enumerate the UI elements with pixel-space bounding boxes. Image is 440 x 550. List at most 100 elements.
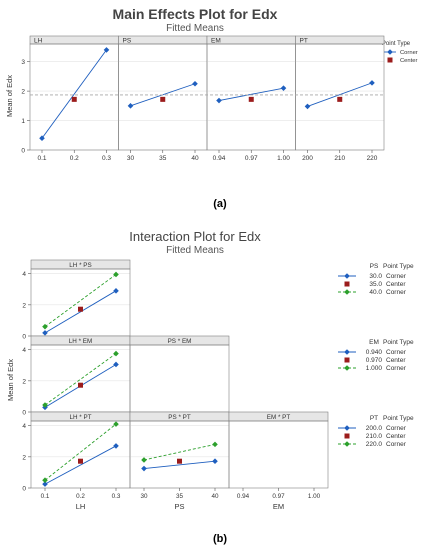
legend-marker: [344, 357, 350, 363]
chart-a-ylabel: Mean of Edx: [5, 75, 14, 117]
legend-marker-center: [387, 57, 393, 63]
chart-b-ytick-label: 0: [22, 486, 26, 493]
series-point-center: [78, 382, 83, 388]
legend-type: Corner: [386, 349, 407, 356]
chart-b-ylabel: Mean of Edx: [6, 359, 15, 401]
legend-type: Corner: [386, 289, 407, 296]
series-point-high: [113, 421, 119, 427]
legend-level: 200.0: [366, 425, 383, 432]
chart-b-xtick-label: 40: [211, 493, 219, 500]
chart-a-xtick-label: 30: [127, 155, 135, 162]
legend-marker: [344, 365, 350, 371]
legend-type: Corner: [386, 425, 407, 432]
series-point-high: [141, 457, 147, 463]
legend-level: 0.970: [366, 357, 383, 364]
chart-a-ytick-label: 0: [21, 148, 25, 155]
series-line-low: [143, 460, 216, 469]
series-point-low: [212, 458, 218, 464]
panel-label: LH * PS: [69, 262, 91, 269]
legend-marker: [344, 433, 350, 439]
legend-type: Corner: [386, 365, 407, 372]
corner-point: [127, 103, 134, 109]
chart-b-ytick-label: 4: [22, 423, 26, 430]
panel-label: LH: [34, 37, 43, 44]
legend-marker: [344, 273, 350, 279]
series-point-low: [42, 481, 48, 487]
series-point-high: [113, 271, 119, 278]
series-point-high: [113, 350, 119, 357]
panel-header: [29, 35, 119, 45]
interaction-chart: Interaction Plot for Edx Fitted Means Me…: [6, 229, 414, 545]
panel-label: PS * EM: [168, 338, 192, 345]
chart-b-ytick-label: 2: [22, 378, 26, 385]
chart-a-xtick-label: 200: [302, 155, 313, 162]
chart-b-xtick-label: 0.2: [76, 493, 85, 500]
chart-b-xtick-label: 0.1: [41, 493, 50, 500]
series-point-center: [78, 458, 83, 464]
panel-header: [118, 35, 208, 45]
legend-type: Corner: [386, 273, 407, 280]
series-point-low: [113, 443, 119, 449]
legend-type: Corner: [386, 441, 407, 448]
series-point-center: [78, 306, 83, 312]
corner-point: [216, 97, 222, 104]
series-point-high: [42, 477, 48, 484]
series-point-high: [212, 441, 218, 448]
panel-frame: [129, 420, 230, 489]
series-line-high: [44, 423, 117, 481]
series-line-low: [44, 290, 117, 334]
chart-b-ytick-label: 0: [22, 334, 26, 341]
legend-marker: [344, 425, 350, 431]
corner-point: [192, 80, 198, 87]
legend-level: 40.0: [369, 289, 382, 296]
legend-marker: [344, 441, 350, 447]
corner-point: [39, 135, 45, 142]
panel-frame: [228, 420, 329, 489]
chart-a-xtick-label: 1.00: [277, 155, 290, 162]
legend-type: Center: [386, 281, 406, 288]
series-line-high: [44, 274, 117, 328]
legend-label: Center: [400, 58, 417, 64]
chart-b-ytick-label: 0: [22, 410, 26, 417]
legend-type: Center: [386, 433, 406, 440]
chart-a-caption: (a): [213, 198, 227, 210]
legend-level: 0.940: [366, 349, 383, 356]
legend-level: 210.0: [366, 433, 383, 440]
chart-a-xtick-label: 0.1: [37, 155, 46, 162]
corner-point: [369, 80, 375, 86]
chart-a-xtick-label: 0.3: [102, 155, 111, 162]
chart-a-xtick-label: 210: [334, 155, 345, 162]
panel-frame: [30, 420, 131, 489]
legend-factor: PS: [370, 263, 379, 270]
chart-b-xtick-label: 30: [140, 493, 148, 500]
main-effects-chart: Main Effects Plot for Edx Fitted Means M…: [5, 6, 418, 210]
series-line-low: [44, 445, 117, 485]
chart-b-xtick-label: 0.97: [272, 493, 285, 500]
series-point-low: [113, 361, 119, 368]
chart-a-subtitle: Fitted Means: [166, 23, 224, 34]
chart-b-xlabel: PS: [174, 502, 184, 511]
corner-series-line: [41, 49, 107, 139]
chart-b-ytick-label: 2: [22, 454, 26, 461]
series-point-high: [42, 402, 48, 408]
chart-b-title: Interaction Plot for Edx: [129, 229, 261, 244]
corner-series-line: [307, 82, 373, 107]
legend-level: 1.000: [366, 365, 383, 372]
chart-a-legend-title: Point Type: [382, 41, 411, 47]
legend-level: 30.0: [369, 273, 382, 280]
legend-level: 220.0: [366, 441, 383, 448]
chart-a-xtick-label: 220: [367, 155, 378, 162]
chart-b-subtitle: Fitted Means: [166, 245, 224, 256]
legend-title: Point Type: [383, 263, 414, 270]
corner-point: [304, 103, 311, 110]
chart-a-title: Main Effects Plot for Edx: [113, 6, 278, 22]
legend-factor: EM: [369, 339, 379, 346]
panel-label: PT: [300, 37, 308, 44]
corner-point: [280, 85, 287, 91]
center-point: [337, 96, 343, 102]
chart-b-ytick-label: 4: [22, 271, 26, 278]
center-point: [248, 96, 254, 102]
panel-label: EM: [211, 37, 221, 44]
